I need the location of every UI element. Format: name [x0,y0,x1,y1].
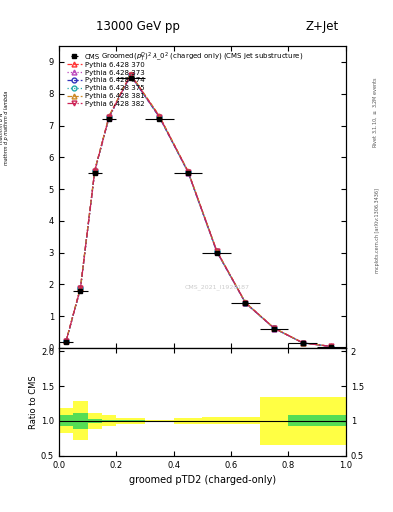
Pythia 6.428 373 [215,249,219,255]
Pythia 6.428 382 [300,340,305,346]
Pythia 6.428 370 [107,113,112,119]
Pythia 6.428 373 [64,338,68,344]
Pythia 6.428 374 [215,248,219,254]
Text: Z+Jet: Z+Jet [306,20,339,33]
Pythia 6.428 370 [272,325,277,331]
Pythia 6.428 375 [329,344,334,350]
Pythia 6.428 381 [186,168,191,174]
Pythia 6.428 370 [186,168,191,175]
Pythia 6.428 373 [329,344,334,350]
Pythia 6.428 374 [64,338,68,344]
Pythia 6.428 370 [157,113,162,119]
Pythia 6.428 375 [64,338,68,344]
Pythia 6.428 373 [78,286,83,292]
Legend: CMS, Pythia 6.428 370, Pythia 6.428 373, Pythia 6.428 374, Pythia 6.428 375, Pyt: CMS, Pythia 6.428 370, Pythia 6.428 373,… [65,53,146,108]
Pythia 6.428 370 [243,300,248,306]
Pythia 6.428 382 [92,167,97,174]
Text: CMS_2021_I1920187: CMS_2021_I1920187 [184,285,249,290]
Pythia 6.428 375 [272,325,277,331]
Pythia 6.428 373 [272,326,277,332]
Line: Pythia 6.428 370: Pythia 6.428 370 [64,72,334,349]
Text: mcplots.cern.ch [arXiv:1306.3436]: mcplots.cern.ch [arXiv:1306.3436] [375,188,380,273]
Pythia 6.428 381 [215,248,219,254]
Pythia 6.428 373 [128,73,133,79]
Pythia 6.428 381 [300,340,305,346]
Pythia 6.428 374 [92,167,97,174]
Pythia 6.428 374 [300,340,305,346]
Pythia 6.428 375 [157,114,162,120]
Pythia 6.428 382 [107,114,112,120]
Text: Rivet 3.1.10, $\geq$ 3.2M events: Rivet 3.1.10, $\geq$ 3.2M events [371,77,379,148]
Pythia 6.428 381 [157,113,162,119]
Pythia 6.428 381 [243,300,248,306]
Pythia 6.428 382 [186,168,191,175]
Text: mathfrm d²N
mathrm d p mathrm d lambda: mathfrm d²N mathrm d p mathrm d lambda [0,91,9,165]
Pythia 6.428 381 [107,113,112,119]
Pythia 6.428 375 [128,73,133,79]
Line: Pythia 6.428 374: Pythia 6.428 374 [64,73,334,349]
Pythia 6.428 381 [128,71,133,77]
Pythia 6.428 381 [78,285,83,291]
Pythia 6.428 374 [329,344,334,350]
Pythia 6.428 374 [157,114,162,120]
Text: Groomed$(p_T^D)^2\,\lambda\_0^2$ (charged only) (CMS jet substructure): Groomed$(p_T^D)^2\,\lambda\_0^2$ (charge… [101,51,304,64]
Line: Pythia 6.428 373: Pythia 6.428 373 [64,74,334,349]
Pythia 6.428 382 [215,248,219,254]
Pythia 6.428 373 [186,169,191,176]
Y-axis label: Ratio to CMS: Ratio to CMS [29,375,38,429]
Line: Pythia 6.428 381: Pythia 6.428 381 [64,72,334,349]
Pythia 6.428 370 [300,340,305,346]
Pythia 6.428 374 [186,169,191,175]
Pythia 6.428 375 [215,248,219,254]
Pythia 6.428 373 [107,115,112,121]
Pythia 6.428 374 [243,300,248,306]
Pythia 6.428 374 [78,285,83,291]
Pythia 6.428 373 [243,300,248,306]
Pythia 6.428 374 [272,325,277,331]
Pythia 6.428 375 [107,114,112,120]
Pythia 6.428 382 [128,72,133,78]
Pythia 6.428 375 [300,340,305,346]
Pythia 6.428 375 [92,168,97,174]
Pythia 6.428 375 [186,169,191,175]
Pythia 6.428 373 [300,340,305,346]
Pythia 6.428 374 [128,72,133,78]
Pythia 6.428 370 [92,167,97,173]
Pythia 6.428 382 [64,338,68,344]
Pythia 6.428 382 [272,325,277,331]
Pythia 6.428 374 [107,114,112,120]
Pythia 6.428 382 [78,285,83,291]
Pythia 6.428 382 [157,114,162,120]
Text: 13000 GeV pp: 13000 GeV pp [95,20,180,33]
Pythia 6.428 370 [329,344,334,350]
Pythia 6.428 370 [78,285,83,291]
X-axis label: groomed pTD2 (charged-only): groomed pTD2 (charged-only) [129,475,276,485]
Pythia 6.428 370 [215,248,219,254]
Pythia 6.428 373 [157,114,162,120]
Pythia 6.428 381 [92,167,97,173]
Line: Pythia 6.428 375: Pythia 6.428 375 [64,73,334,349]
Pythia 6.428 373 [92,168,97,175]
Pythia 6.428 381 [64,338,68,344]
Pythia 6.428 375 [243,300,248,306]
Pythia 6.428 382 [243,300,248,306]
Pythia 6.428 381 [329,344,334,350]
Pythia 6.428 381 [272,325,277,331]
Line: Pythia 6.428 382: Pythia 6.428 382 [64,72,334,349]
Pythia 6.428 375 [78,285,83,291]
Pythia 6.428 370 [128,72,133,78]
Pythia 6.428 370 [64,338,68,344]
Pythia 6.428 382 [329,344,334,350]
